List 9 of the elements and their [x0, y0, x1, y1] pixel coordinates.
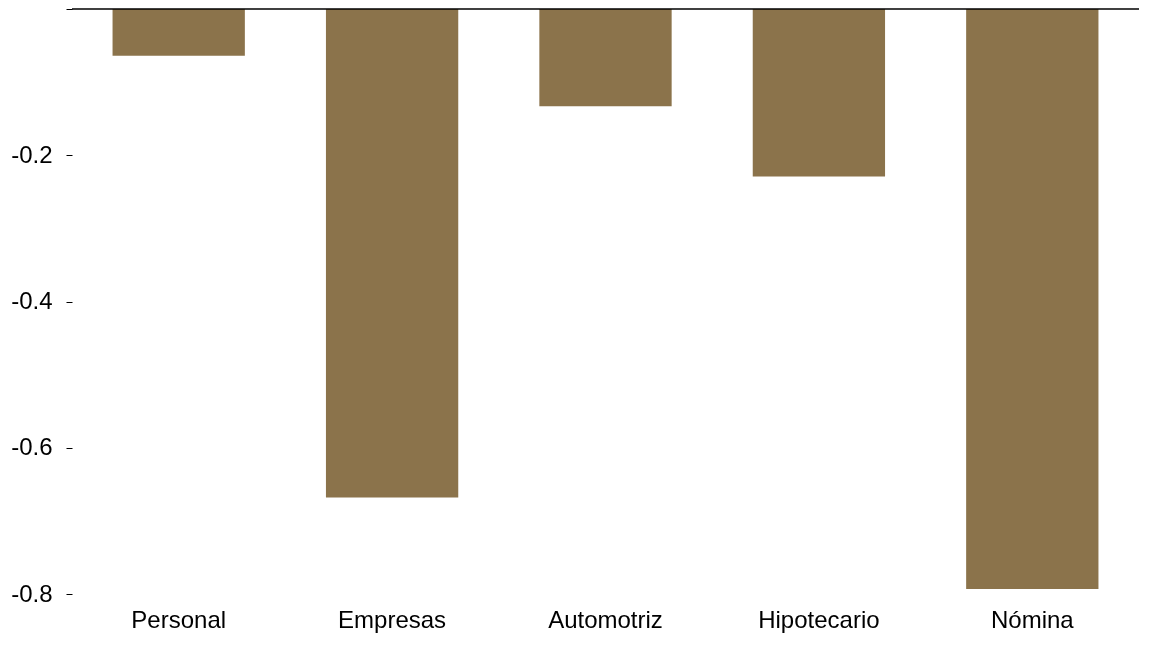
x-tick-label: Nómina	[990, 605, 1075, 633]
y-tick-label: -0.4	[11, 287, 53, 314]
y-tick-label: -0.8	[11, 579, 53, 607]
y-tick-label: -0.2	[11, 140, 53, 168]
x-tick-label: Empresas	[338, 605, 447, 633]
x-tick-label: Personal	[131, 605, 227, 633]
x-tick-label: Hipotecario	[758, 605, 880, 633]
x-tick-label: Automotriz	[548, 605, 663, 633]
y-tick-label: -0.6	[11, 433, 53, 461]
